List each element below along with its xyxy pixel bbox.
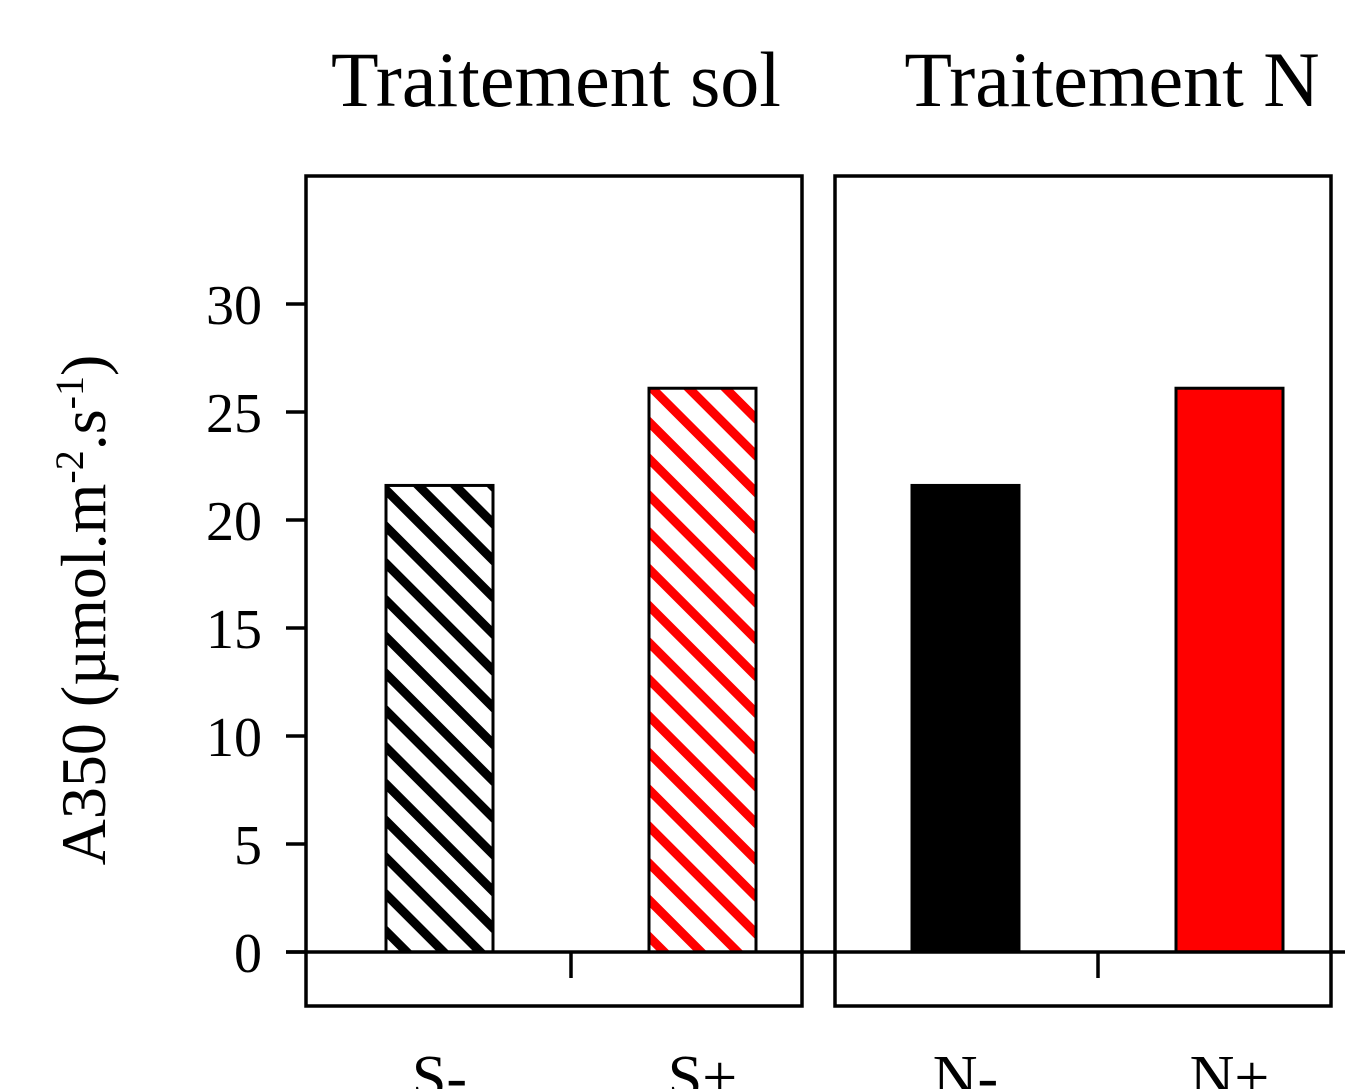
category-label-S-: S- <box>412 1044 467 1089</box>
category-label-N+: N+ <box>1190 1044 1270 1089</box>
panel-title-1: Traitement sol <box>331 36 781 123</box>
y-tick-label-20: 20 <box>206 491 262 553</box>
y-tick-label-15: 15 <box>206 599 262 661</box>
y-tick-label-5: 5 <box>234 815 262 877</box>
panel-frame-1 <box>304 174 804 1008</box>
panel-frame-2 <box>833 174 1333 1008</box>
y-axis-label: A350 (µmol.m-2.s-1) <box>47 355 120 866</box>
y-tick-label-10: 10 <box>206 707 262 769</box>
y-tick-label-30: 30 <box>206 275 262 337</box>
bar-N- <box>910 483 1021 954</box>
y-tick-label-0: 0 <box>234 923 262 985</box>
category-label-N-: N- <box>933 1044 998 1089</box>
y-tick-label-25: 25 <box>206 383 262 445</box>
category-label-S+: S+ <box>668 1044 737 1089</box>
bar-S- <box>384 483 495 954</box>
bar-S+ <box>647 386 758 954</box>
bar-N+ <box>1174 386 1285 954</box>
panel-title-2: Traitement N <box>904 36 1319 123</box>
